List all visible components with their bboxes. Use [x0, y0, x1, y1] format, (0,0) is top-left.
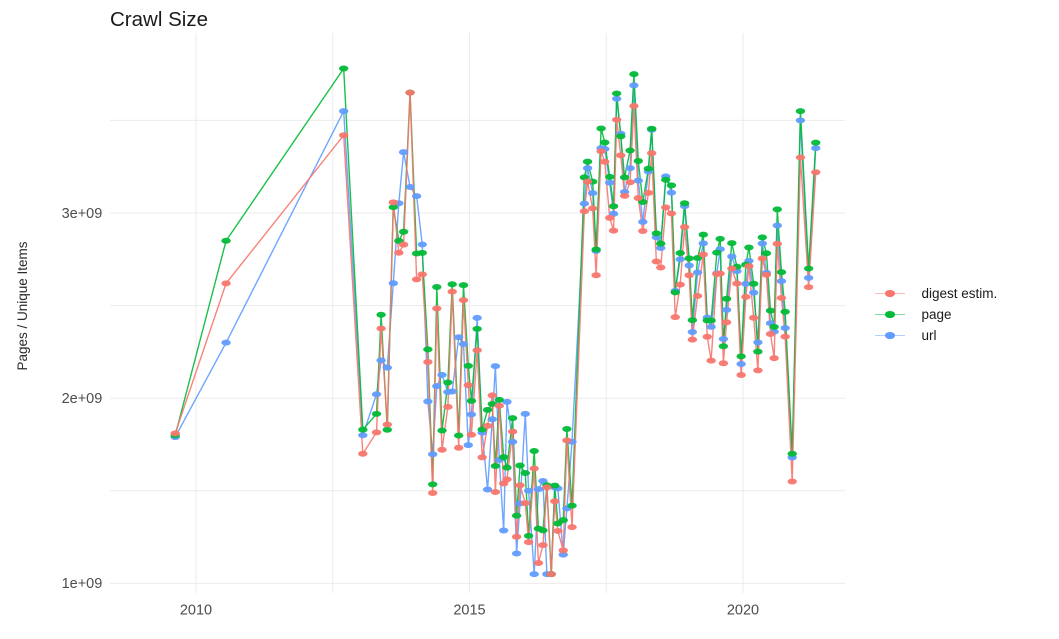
- svg-text:2015: 2015: [453, 603, 485, 619]
- svg-text:3e+09: 3e+09: [62, 206, 103, 222]
- svg-text:2010: 2010: [180, 603, 212, 619]
- svg-text:2e+09: 2e+09: [62, 391, 103, 407]
- svg-text:2020: 2020: [727, 603, 759, 619]
- svg-text:1e+09: 1e+09: [62, 576, 103, 592]
